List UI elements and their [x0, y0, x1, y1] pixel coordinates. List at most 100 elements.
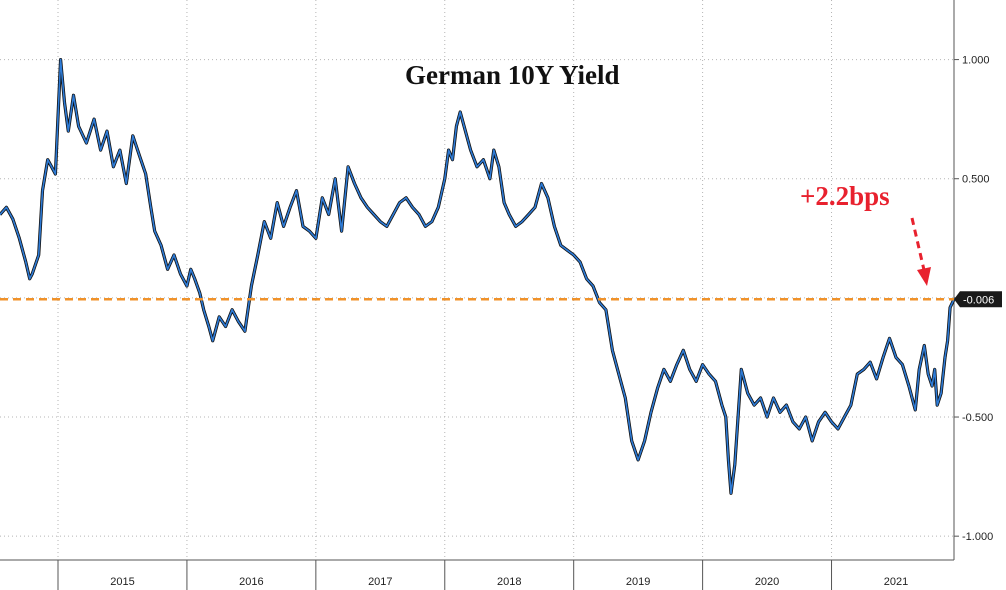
data-point	[193, 278, 196, 280]
data-point	[455, 125, 458, 128]
data-point	[308, 230, 311, 232]
data-point	[927, 373, 930, 375]
data-point	[714, 380, 717, 383]
data-point	[54, 173, 57, 175]
data-point	[218, 316, 220, 318]
data-point	[437, 206, 440, 209]
data-point	[208, 325, 210, 328]
data-point	[418, 213, 420, 216]
data-point	[914, 409, 917, 411]
data-point	[936, 404, 939, 406]
data-point	[547, 196, 549, 199]
data-point	[688, 368, 691, 371]
data-point	[721, 404, 723, 406]
data-point	[792, 420, 794, 423]
x-tick-label: 2017	[368, 576, 392, 588]
x-tick-label: 2020	[755, 576, 779, 588]
data-point	[579, 261, 581, 263]
data-point	[630, 440, 633, 442]
x-tick-label: 2019	[626, 576, 650, 588]
x-tick-label: 2015	[110, 576, 134, 588]
data-point	[85, 142, 88, 144]
data-point	[527, 213, 530, 216]
data-point	[624, 397, 627, 399]
reference-line-layer: -0.006	[0, 291, 1002, 308]
data-point	[431, 220, 433, 223]
data-point	[131, 135, 134, 137]
data-point	[933, 368, 936, 371]
data-point	[5, 206, 8, 209]
data-point	[125, 182, 128, 185]
data-point	[237, 320, 240, 323]
data-point	[817, 420, 820, 423]
data-point	[28, 278, 31, 280]
data-point	[923, 344, 926, 347]
data-point	[618, 373, 620, 375]
data-point	[373, 213, 375, 216]
data-point	[269, 237, 272, 240]
data-point	[360, 196, 362, 199]
data-point	[340, 230, 343, 232]
data-point	[379, 220, 382, 223]
data-point	[72, 94, 75, 97]
data-point	[263, 220, 266, 223]
data-point	[730, 492, 732, 495]
data-point	[119, 149, 121, 151]
data-point	[160, 244, 162, 247]
x-tick-label: 2021	[884, 576, 908, 588]
data-point	[766, 416, 768, 418]
data-point	[895, 356, 897, 359]
data-point	[779, 411, 781, 414]
data-point	[949, 306, 951, 309]
data-point	[650, 411, 652, 414]
x-tick-label: 2016	[239, 576, 263, 588]
data-point	[746, 392, 749, 394]
data-point	[321, 196, 324, 199]
data-point	[173, 254, 175, 256]
data-point	[676, 363, 678, 366]
data-point	[850, 404, 852, 406]
data-point	[179, 273, 182, 275]
data-point	[566, 249, 569, 252]
data-point	[598, 301, 601, 304]
data-point	[153, 230, 156, 232]
data-point	[138, 154, 141, 156]
annotation-text: +2.2bps	[800, 181, 890, 211]
data-point	[875, 378, 878, 380]
y-tick-label: -1.000	[962, 531, 993, 543]
y-tick-label: 1.000	[962, 55, 990, 67]
data-point	[469, 149, 472, 151]
data-point	[918, 368, 920, 371]
data-point	[534, 206, 536, 209]
data-point	[24, 261, 27, 263]
data-point	[353, 182, 356, 185]
data-point	[476, 166, 478, 168]
data-point	[663, 368, 665, 371]
data-point	[540, 182, 543, 185]
data-point	[856, 373, 859, 375]
data-point	[901, 363, 904, 366]
data-point	[553, 225, 556, 228]
y-tick-label: -0.500	[962, 412, 993, 424]
data-point	[289, 206, 291, 209]
reference-label: -0.006	[963, 294, 994, 306]
data-point	[740, 368, 743, 371]
data-point	[759, 397, 762, 399]
data-point	[701, 363, 704, 366]
data-point	[451, 158, 454, 161]
data-point	[482, 158, 485, 161]
data-point	[295, 189, 298, 192]
data-point	[447, 149, 450, 151]
data-point	[798, 428, 801, 430]
series-line-shadow	[0, 57, 956, 495]
data-point	[489, 177, 491, 180]
data-point	[202, 308, 205, 311]
data-point	[244, 330, 246, 333]
data-point	[366, 206, 369, 209]
data-point	[785, 404, 788, 406]
data-point	[186, 285, 188, 287]
annotation-arrow-head	[917, 267, 931, 286]
data-point	[946, 339, 949, 342]
data-point	[282, 225, 285, 228]
